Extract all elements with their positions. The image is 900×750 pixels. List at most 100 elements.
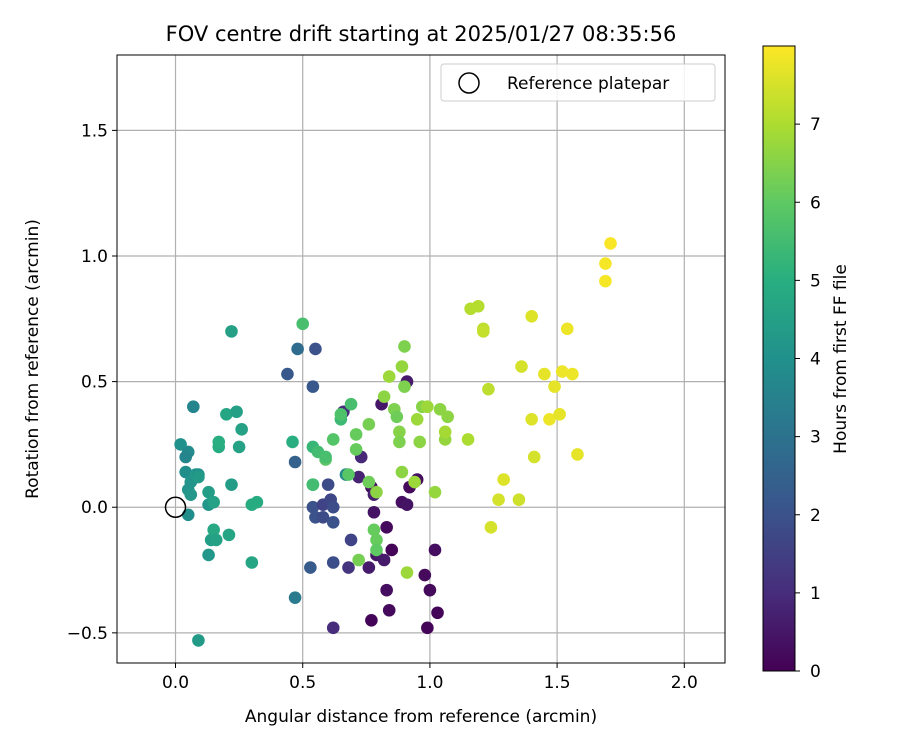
- colorbar-tick-label: 6: [810, 193, 821, 213]
- scatter-point: [482, 382, 495, 396]
- scatter-point: [400, 498, 414, 512]
- y-tick-label: 1.0: [81, 247, 108, 267]
- scatter-point: [382, 370, 396, 383]
- scatter-point: [230, 405, 243, 419]
- scatter-point: [296, 317, 310, 331]
- scatter-point: [306, 500, 320, 514]
- scatter-point: [367, 523, 381, 537]
- scatter-point: [553, 407, 566, 421]
- scatter-point: [316, 510, 330, 524]
- scatter-point: [202, 548, 215, 562]
- scatter-point: [326, 433, 340, 446]
- x-tick-label: 0.0: [162, 673, 189, 693]
- scatter-point: [418, 568, 432, 582]
- grid: [117, 55, 725, 663]
- legend-box: [440, 63, 716, 102]
- scatter-point: [319, 450, 332, 464]
- scatter-point: [395, 360, 409, 373]
- scatter-point: [288, 455, 302, 469]
- scatter-point: [599, 274, 612, 288]
- data-points: [164, 237, 617, 647]
- scatter-point: [334, 407, 348, 421]
- scatter-point: [477, 325, 490, 338]
- scatter-point: [431, 606, 444, 620]
- scatter-point: [492, 493, 505, 506]
- scatter-point: [390, 410, 404, 424]
- scatter-point: [309, 342, 322, 356]
- scatter-point: [212, 435, 226, 449]
- scatter-point: [423, 583, 437, 597]
- scatter-point: [179, 465, 192, 479]
- scatter-point: [525, 309, 538, 323]
- scatter-point: [471, 299, 485, 313]
- scatter-point: [410, 412, 424, 426]
- scatter-point: [395, 465, 409, 479]
- scatter-point: [512, 493, 526, 506]
- scatter-point: [321, 478, 335, 491]
- colorbar-tick-label: 2: [810, 506, 821, 526]
- colorbar-ticks: 0 1 2 3 4 5 6 7: [795, 115, 821, 682]
- scatter-point: [352, 553, 365, 567]
- reference-platepar-marker: [164, 496, 187, 518]
- scatter-point: [349, 428, 363, 441]
- scatter-point: [209, 533, 223, 547]
- colorbar-tick-label: 5: [810, 271, 821, 291]
- scatter-point: [187, 400, 200, 414]
- scatter-point: [484, 521, 498, 534]
- scatter-point: [362, 561, 376, 574]
- x-axis-ticks: 0.0 0.5 1.0 1.5 2.0: [162, 663, 698, 693]
- y-axis-label: Rotation from reference (arcmin): [23, 219, 43, 499]
- scatter-point: [566, 367, 579, 381]
- scatter-point: [497, 473, 510, 486]
- scatter-point: [370, 533, 383, 547]
- scatter-point: [304, 561, 317, 574]
- scatter-point: [421, 400, 434, 414]
- scatter-point: [525, 412, 538, 426]
- scatter-point: [398, 340, 411, 353]
- scatter-point: [286, 435, 299, 449]
- scatter-point: [413, 435, 427, 449]
- scatter-point: [232, 440, 246, 454]
- scatter-point: [326, 500, 340, 514]
- scatter-point: [192, 470, 205, 484]
- scatter-point: [377, 553, 391, 567]
- scatter-point: [222, 528, 236, 542]
- colorbar-tick-label: 0: [810, 662, 821, 682]
- scatter-point: [344, 533, 358, 547]
- x-axis-label: Angular distance from reference (arcmin): [245, 707, 597, 727]
- scatter-point: [515, 360, 528, 373]
- colorbar-tick-label: 1: [810, 584, 821, 604]
- scatter-point: [220, 407, 233, 421]
- x-tick-label: 1.5: [544, 673, 571, 693]
- scatter-point: [543, 412, 556, 426]
- scatter-point: [342, 561, 355, 574]
- scatter-point: [207, 523, 220, 537]
- scatter-point: [179, 450, 192, 464]
- scatter-point: [527, 450, 541, 464]
- scatter-point: [370, 543, 383, 557]
- colorbar-tick-label: 4: [810, 350, 821, 370]
- scatter-point: [207, 495, 220, 509]
- colorbar-tick-label: 7: [810, 115, 821, 135]
- scatter-point: [461, 433, 475, 446]
- y-tick-label: −0.5: [67, 624, 108, 644]
- scatter-point: [400, 566, 414, 579]
- scatter-point: [571, 448, 584, 461]
- y-tick-label: 0.0: [81, 498, 108, 518]
- scatter-point: [538, 367, 551, 381]
- scatter-point: [362, 475, 376, 489]
- scatter-point: [560, 322, 574, 336]
- scatter-point: [421, 621, 434, 635]
- colorbar: 0 1 2 3 4 5 6 7 Hours from first FF file: [762, 45, 851, 682]
- scatter-point: [548, 380, 561, 393]
- legend-label: Reference platepar: [507, 74, 669, 94]
- scatter-point: [367, 505, 381, 519]
- y-tick-label: 1.5: [81, 121, 108, 141]
- x-tick-label: 1.0: [416, 673, 443, 693]
- scatter-point: [250, 495, 264, 509]
- scatter-point: [380, 521, 393, 534]
- scatter-point: [306, 380, 320, 393]
- scatter-point: [365, 613, 378, 627]
- scatter-point: [326, 516, 340, 529]
- plot-frame: [116, 54, 726, 664]
